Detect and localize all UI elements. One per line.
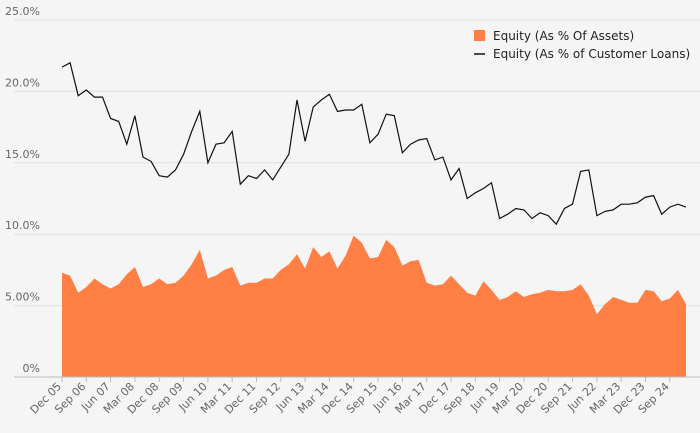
y-tick-label: 20.0% — [5, 76, 40, 89]
legend: Equity (As % Of Assets) Equity (As % of … — [474, 29, 690, 61]
legend-swatch-area — [474, 30, 485, 41]
y-tick-label: 5.00% — [5, 291, 40, 304]
line-series-loans — [61, 61, 687, 226]
y-tick-label: 15.0% — [5, 148, 40, 161]
y-tick-label: 0% — [23, 362, 40, 375]
legend-label-line: Equity (As % of Customer Loans) — [493, 47, 690, 61]
line-series-layer — [61, 61, 687, 226]
y-tick-label: 25.0% — [5, 5, 40, 18]
area-series-assets — [62, 235, 686, 377]
legend-label-area: Equity (As % Of Assets) — [493, 29, 634, 43]
area-series-layer — [62, 235, 686, 377]
y-tick-label: 10.0% — [5, 219, 40, 232]
